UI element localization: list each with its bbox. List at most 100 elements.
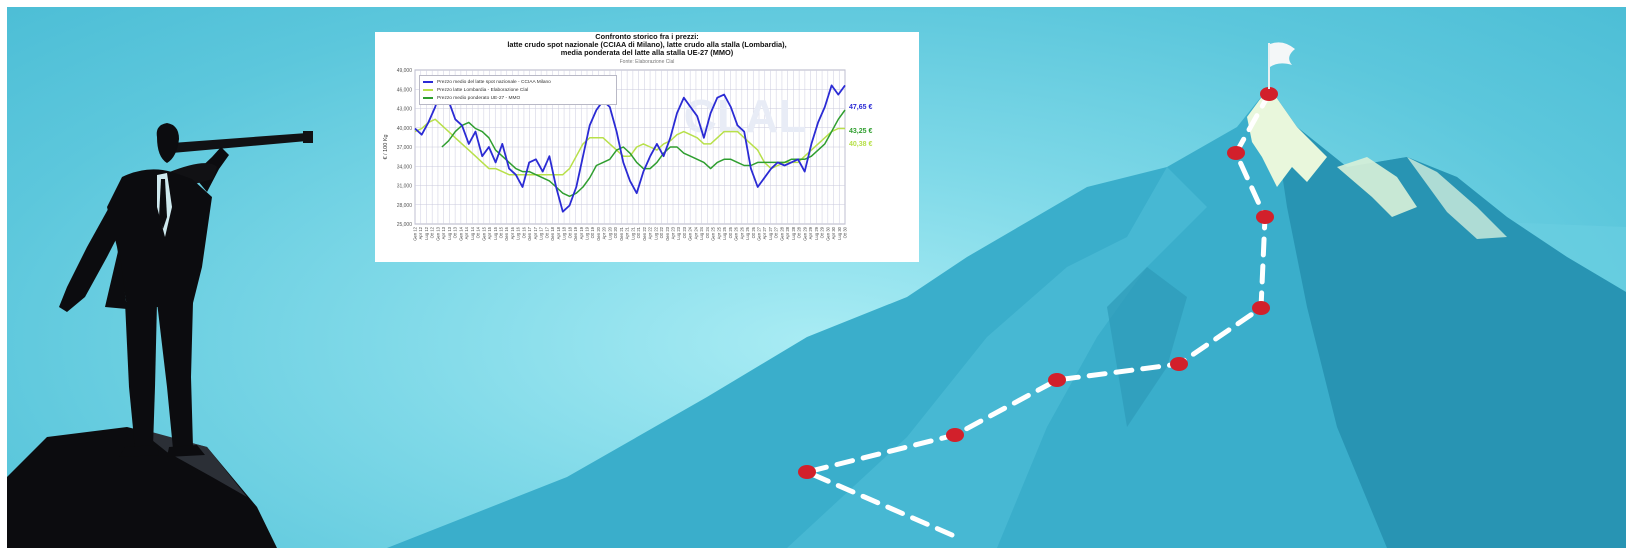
x-tick-label: Lug 27 [768,226,773,239]
x-tick-label: Apr 13 [441,226,446,239]
x-tick-label: Lug 18 [562,226,567,239]
x-tick-label: Apr 19 [579,226,584,239]
legend-entry: Prezzo latte Lombardia - Elaborazione Cl… [423,86,613,94]
chart-plot: 25,000 28,000 31,000 34,000 37,000 40,000 43,0… [383,68,848,241]
x-tick-label: Ott 14 [476,226,481,238]
x-tick-label: Gen 22 [642,226,647,240]
x-tick-label: Lug 13 [447,226,452,239]
snow-cap-far-right [1407,157,1507,239]
x-tick-label: Ott 16 [521,226,526,238]
mountain-scene [7,42,1626,548]
x-tick-label: Lug 16 [516,226,521,239]
x-tick-label: Gen 27 [757,226,762,240]
x-tick-label: Apr 23 [671,226,676,239]
x-tick-label: Apr 24 [693,226,698,239]
x-tick-label: Apr 22 [648,226,653,239]
x-tick-label: Ott 26 [751,226,756,238]
x-tick-label: Ott 28 [797,226,802,238]
x-tick-label: Ott 27 [774,226,779,238]
x-tick-label: Lug 21 [630,226,635,239]
x-tick-label: Apr 21 [625,226,630,239]
x-tick-label: Ott 19 [590,226,595,238]
x-tick-label: Lug 22 [653,226,658,239]
x-tick-label: Ott 22 [659,226,664,238]
hero-banner: 25,000 28,000 31,000 34,000 37,000 40,000 43,0… [7,7,1626,548]
x-tick-label: Gen 15 [481,226,486,240]
series-line-spot [414,84,846,213]
legend-label: Prezzo medio del latte spot nazionale - … [437,79,551,85]
trail-waypoints [798,87,1278,479]
x-tick-label: Ott 23 [682,226,687,238]
x-tick-label: Gen 14 [458,226,463,240]
chart-title-line: media ponderata del latte alla stalla UE… [560,48,734,58]
x-tick-label: Gen 16 [504,226,509,240]
x-tick-label: Lug 26 [745,226,750,239]
y-tick-label: 49,000 [397,68,413,74]
y-tick-label: 28,000 [397,203,413,209]
x-tick-label: Lug 19 [585,226,590,239]
x-tick-label: Apr 12 [418,226,423,239]
legend-entry: Prezzo medio ponderato UE-27 - MMO [423,94,613,102]
legend-swatch [423,89,433,91]
x-tick-label: Gen 20 [596,226,601,240]
x-tick-label: Apr 26 [739,226,744,239]
x-tick-label: Lug 24 [699,226,704,239]
x-tick-label: Lug 15 [493,226,498,239]
x-tick-label: Lug 14 [470,226,475,239]
x-tick-label: Gen 21 [619,226,624,240]
mountain-shadow-face [1269,87,1626,548]
x-tick-label: Apr 29 [808,226,813,239]
x-tick-label: Lug 29 [814,226,819,239]
waypoint-marker [1260,87,1278,101]
x-tick-label: Apr 15 [487,226,492,239]
x-tick-label: Lug 23 [676,226,681,239]
waypoint-marker [946,428,964,442]
waypoint-marker [1227,146,1245,160]
mountain-valley-shade [1107,267,1187,427]
series-end-label-spot: 47,65 € [849,104,873,111]
x-tick-label: Gen 28 [779,226,784,240]
y-tick-label: 37,000 [397,145,413,151]
legend-label: Prezzo latte Lombardia - Elaborazione Cl… [437,87,529,93]
x-tick-label: Apr 14 [464,226,469,239]
x-tick-label: Ott 21 [636,226,641,238]
legend-entry: Prezzo medio del latte spot nazionale - … [423,78,613,86]
x-tick-label: Ott 17 [544,226,549,238]
x-tick-label: Gen 19 [573,226,578,240]
x-tick-label: Gen 18 [550,226,555,240]
y-tick-label: 40,000 [397,126,413,132]
waypoint-marker [798,465,816,479]
series-end-label-ue: 43,25 € [849,128,873,135]
white-flag-icon [1268,42,1295,89]
x-tick-label: Ott 25 [728,226,733,238]
x-tick-label: Gen 25 [711,226,716,240]
legend-swatch [423,97,433,99]
series-end-label-lombardia: 40,38 € [849,141,873,148]
x-tick-label: Ott 30 [843,226,848,238]
x-tick-label: Gen 23 [665,226,670,240]
x-tick-label: Lug 20 [607,226,612,239]
x-tick-label: Ott 20 [613,226,618,238]
y-tick-label: 46,000 [397,87,413,93]
x-tick-label: Ott 12 [430,226,435,238]
x-tick-label: Gen 29 [802,226,807,240]
x-tick-label: Lug 28 [791,226,796,239]
x-tick-label: Gen 12 [413,226,418,240]
x-tick-label: Apr 20 [602,226,607,239]
x-tick-label: Apr 17 [533,226,538,239]
x-tick-label: Apr 28 [785,226,790,239]
x-tick-label: Gen 30 [825,226,830,240]
legend-swatch [423,81,433,83]
y-axis-label: € / 100 Kg [383,134,389,159]
x-tick-label: Lug 12 [424,226,429,239]
x-tick-label: Apr 16 [510,226,515,239]
x-tick-label: Gen 13 [435,226,440,240]
y-tick-label: 34,000 [397,164,413,170]
businessman-with-telescope-silhouette [59,123,313,457]
y-tick-label: 31,000 [397,184,413,190]
x-tick-label: Ott 24 [705,226,710,238]
chart-legend: Prezzo medio del latte spot nazionale - … [419,75,617,105]
telescope-icon [172,133,307,153]
x-tick-label: Lug 25 [722,226,727,239]
y-tick-label: 43,000 [397,107,413,113]
